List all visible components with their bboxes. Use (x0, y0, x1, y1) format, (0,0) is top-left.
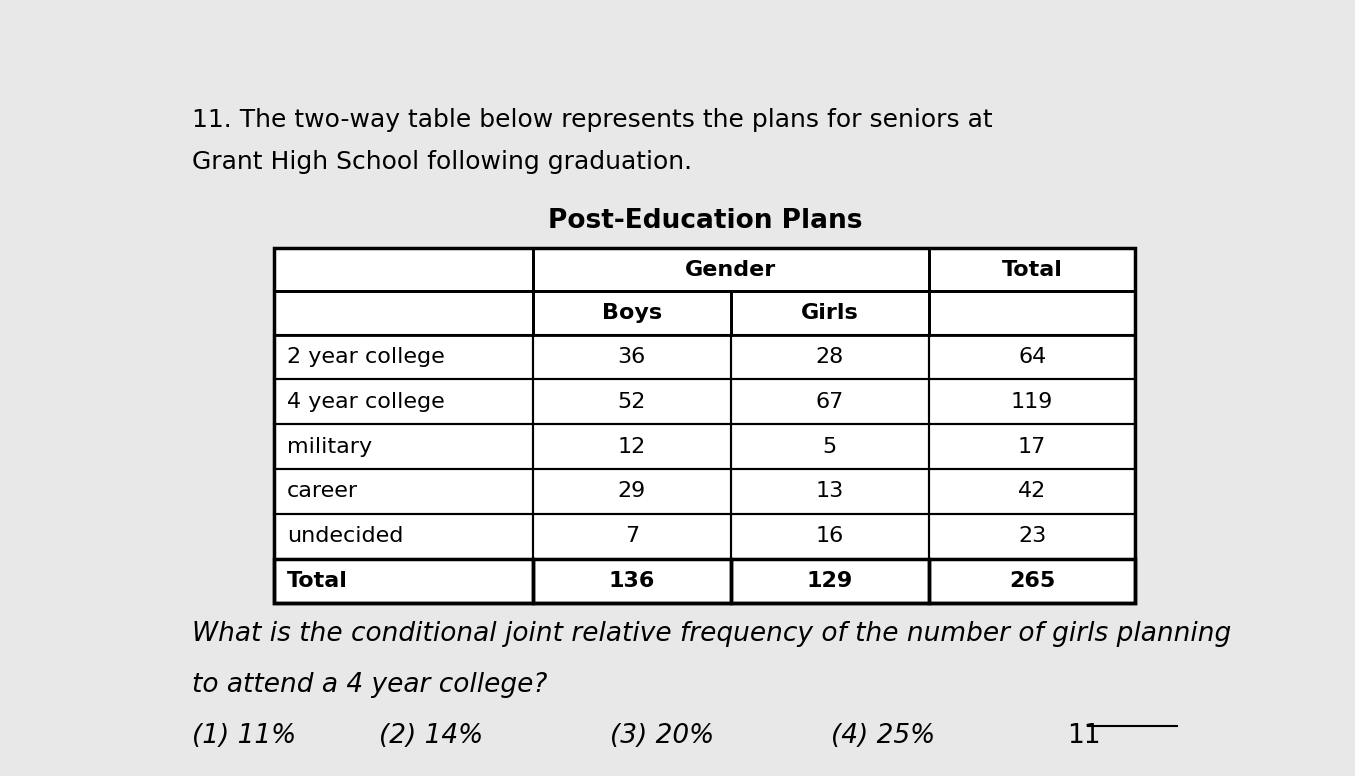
Bar (928, 559, 1135, 604)
Bar (533, 248, 928, 292)
Bar (274, 559, 533, 604)
Text: 28: 28 (816, 347, 844, 367)
Bar (274, 469, 533, 514)
Bar (928, 379, 1135, 424)
Text: Total: Total (287, 571, 348, 591)
Text: Grant High School following graduation.: Grant High School following graduation. (192, 150, 692, 174)
Bar (928, 292, 1135, 334)
Bar (730, 334, 928, 379)
Text: 136: 136 (608, 571, 654, 591)
Text: undecided: undecided (287, 526, 404, 546)
Text: 13: 13 (816, 481, 844, 501)
Bar (928, 469, 1135, 514)
Bar (533, 424, 730, 469)
Text: Total: Total (1001, 260, 1062, 280)
Bar (533, 334, 730, 379)
Text: (4) 25%: (4) 25% (831, 723, 935, 749)
Text: What is the conditional joint relative frequency of the number of girls planning: What is the conditional joint relative f… (192, 622, 1232, 647)
Text: military: military (287, 437, 373, 456)
Text: 16: 16 (816, 526, 844, 546)
Text: 42: 42 (1018, 481, 1046, 501)
Bar (274, 379, 533, 424)
Text: 119: 119 (1011, 392, 1053, 412)
Text: Gender: Gender (686, 260, 776, 280)
Text: Post-Education Plans: Post-Education Plans (547, 207, 862, 234)
Text: 4 year college: 4 year college (287, 392, 444, 412)
Text: to attend a 4 year college?: to attend a 4 year college? (192, 672, 547, 698)
Bar (533, 469, 730, 514)
Bar (274, 334, 533, 379)
Text: 12: 12 (618, 437, 646, 456)
Text: (3) 20%: (3) 20% (610, 723, 714, 749)
Text: 7: 7 (625, 526, 638, 546)
Bar (730, 379, 928, 424)
Text: 17: 17 (1018, 437, 1046, 456)
Bar (274, 292, 533, 334)
Bar (730, 514, 928, 559)
Text: 5: 5 (822, 437, 837, 456)
Bar (533, 514, 730, 559)
Text: 265: 265 (1009, 571, 1056, 591)
Bar (533, 292, 730, 334)
Text: 129: 129 (806, 571, 852, 591)
Bar (928, 334, 1135, 379)
Text: 11. The two-way table below represents the plans for seniors at: 11. The two-way table below represents t… (192, 108, 993, 132)
Text: 11: 11 (1068, 723, 1100, 749)
Bar (274, 248, 533, 292)
Text: (1) 11%: (1) 11% (192, 723, 297, 749)
Bar (730, 292, 928, 334)
Bar (533, 379, 730, 424)
Text: Girls: Girls (801, 303, 859, 323)
Text: career: career (287, 481, 358, 501)
Text: (2) 14%: (2) 14% (379, 723, 484, 749)
Text: 64: 64 (1018, 347, 1046, 367)
Text: 2 year college: 2 year college (287, 347, 444, 367)
Text: 29: 29 (618, 481, 646, 501)
Bar (533, 559, 730, 604)
Bar (928, 514, 1135, 559)
Bar (730, 469, 928, 514)
Text: 67: 67 (816, 392, 844, 412)
Text: 36: 36 (618, 347, 646, 367)
Text: 23: 23 (1018, 526, 1046, 546)
Bar (928, 424, 1135, 469)
Bar (730, 559, 928, 604)
Text: 52: 52 (618, 392, 646, 412)
Bar (274, 424, 533, 469)
Text: Boys: Boys (602, 303, 661, 323)
Bar (928, 248, 1135, 292)
Bar (730, 424, 928, 469)
Bar (274, 514, 533, 559)
